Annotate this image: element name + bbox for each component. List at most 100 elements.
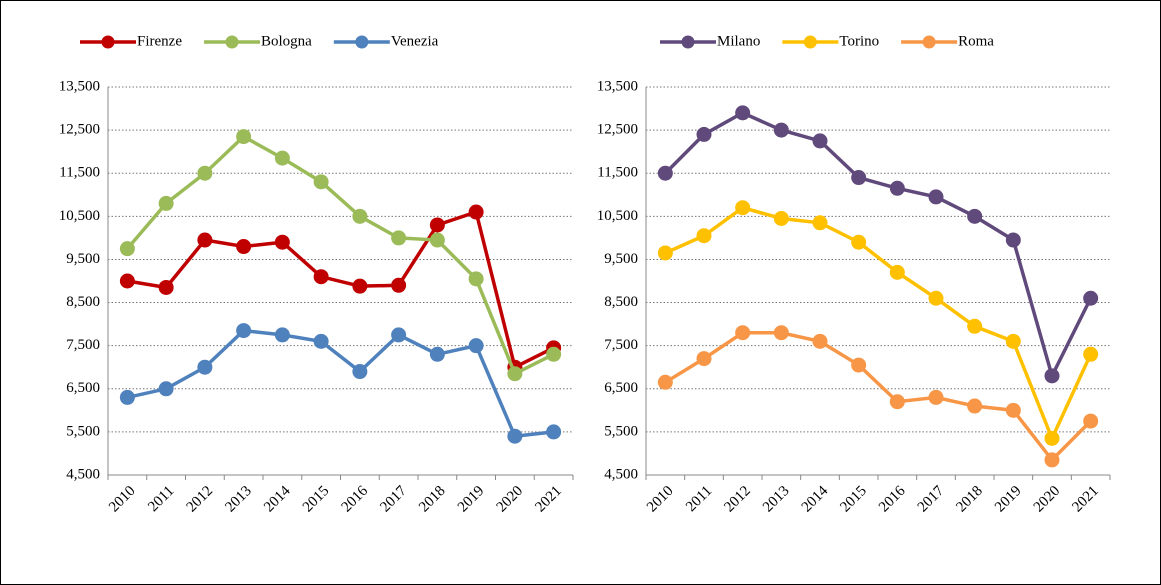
point — [468, 204, 484, 220]
legend-label: Firenze — [137, 33, 182, 49]
y-tick-label: 9,500 — [604, 251, 638, 267]
series-line — [127, 209, 555, 370]
legend-marker — [922, 35, 936, 49]
point — [352, 364, 368, 380]
point — [507, 428, 523, 444]
y-tick-label: 4,500 — [66, 466, 100, 482]
point — [696, 228, 712, 244]
point — [274, 327, 290, 343]
legend-marker — [681, 35, 695, 49]
point — [236, 323, 252, 339]
point — [391, 327, 407, 343]
point — [696, 126, 712, 142]
point — [928, 290, 944, 306]
legend-label: Torino — [839, 33, 879, 49]
point — [928, 389, 944, 405]
point — [657, 245, 673, 261]
point — [236, 129, 252, 145]
y-tick-label: 5,500 — [66, 423, 100, 439]
y-tick-label: 8,500 — [66, 294, 100, 310]
point — [546, 346, 562, 362]
point — [657, 374, 673, 390]
point — [1044, 452, 1060, 468]
point — [274, 234, 290, 250]
point — [928, 189, 944, 205]
point — [1044, 368, 1060, 384]
point — [119, 273, 135, 289]
legend-marker — [803, 35, 817, 49]
point — [1083, 413, 1099, 429]
point — [1005, 402, 1021, 418]
y-tick-label: 7,500 — [66, 337, 100, 353]
point — [1083, 346, 1099, 362]
point — [1044, 430, 1060, 446]
point — [889, 264, 905, 280]
point — [812, 215, 828, 231]
series-line — [126, 134, 555, 377]
point — [468, 271, 484, 287]
point — [967, 318, 983, 334]
legend-label: Venezia — [391, 33, 439, 49]
point — [967, 398, 983, 414]
series-line — [664, 205, 1093, 443]
point — [158, 195, 174, 211]
y-tick-label: 13,500 — [59, 78, 100, 94]
point — [236, 239, 252, 255]
point — [657, 165, 673, 181]
point — [735, 200, 751, 216]
y-tick-label: 10,500 — [59, 208, 100, 224]
point — [773, 210, 789, 226]
point — [158, 381, 174, 397]
point — [546, 424, 562, 440]
y-tick-label: 6,500 — [66, 380, 100, 396]
point — [1005, 232, 1021, 248]
point — [158, 279, 174, 295]
point — [274, 150, 290, 166]
point — [197, 359, 213, 375]
point — [313, 269, 329, 285]
point — [773, 325, 789, 341]
point — [119, 241, 135, 257]
y-tick-label: 13,500 — [597, 78, 638, 94]
y-tick-label: 9,500 — [66, 251, 100, 267]
point — [429, 217, 445, 233]
point — [851, 234, 867, 250]
point — [429, 346, 445, 362]
point — [507, 366, 523, 382]
y-tick-label: 12,500 — [59, 122, 100, 138]
y-tick-label: 8,500 — [604, 294, 638, 310]
point — [696, 351, 712, 367]
point — [1005, 333, 1021, 349]
point — [197, 165, 213, 181]
y-tick-label: 10,500 — [597, 208, 638, 224]
point — [735, 325, 751, 341]
point — [967, 208, 983, 224]
y-tick-label: 6,500 — [604, 380, 638, 396]
legend-marker — [225, 35, 239, 49]
legend-marker — [101, 35, 115, 49]
point — [812, 133, 828, 149]
series-line — [664, 330, 1092, 463]
point — [313, 333, 329, 349]
point — [889, 394, 905, 410]
point — [391, 230, 407, 246]
y-tick-label: 7,500 — [604, 337, 638, 353]
point — [735, 105, 751, 121]
point — [119, 389, 135, 405]
legend-label: Milano — [717, 33, 760, 49]
point — [391, 277, 407, 293]
y-tick-label: 4,500 — [604, 466, 638, 482]
point — [889, 180, 905, 196]
point — [352, 208, 368, 224]
point — [468, 338, 484, 354]
point — [851, 170, 867, 186]
point — [313, 174, 329, 190]
point — [352, 278, 368, 294]
legend-label: Bologna — [261, 33, 312, 49]
point — [1083, 290, 1099, 306]
y-tick-label: 12,500 — [597, 122, 638, 138]
y-tick-label: 11,500 — [59, 165, 100, 181]
point — [197, 232, 213, 248]
